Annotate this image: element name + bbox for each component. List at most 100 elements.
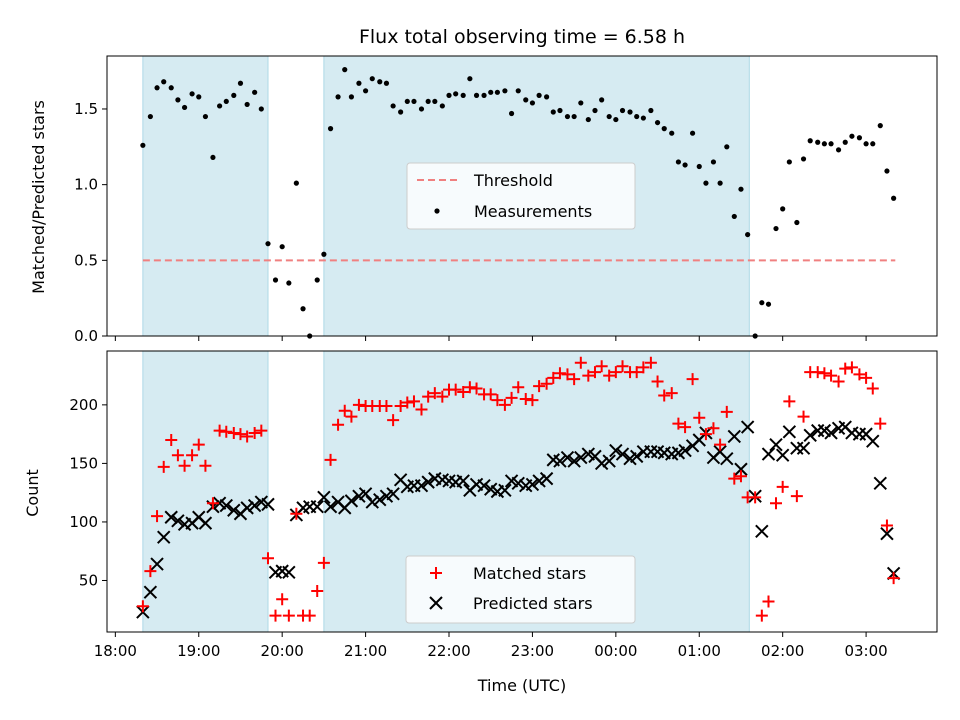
measurement-point-22 [293, 180, 299, 186]
predicted-star-point-25 [310, 500, 324, 514]
matched-star-point-46 [457, 385, 470, 398]
measurement-point-65 [592, 107, 598, 114]
measurement-point-32 [362, 88, 369, 94]
matched-star-point-10 [206, 497, 219, 510]
matched-star-point-54 [512, 381, 525, 394]
matched-star-point-64 [582, 369, 595, 382]
matched-star-point-108 [887, 572, 900, 585]
predicted-star-point-41 [421, 475, 435, 489]
measurement-point-60 [557, 107, 563, 114]
matched-star-point-105 [866, 382, 879, 395]
measurement-point-28 [335, 94, 341, 100]
matched-star-point-51 [491, 394, 504, 407]
matched-star-point-29 [338, 404, 351, 417]
matched-star-point-9 [199, 459, 212, 472]
predicted-star-point-105 [866, 434, 880, 448]
measurement-point-42 [432, 98, 438, 105]
measurement-point-66 [599, 97, 605, 103]
matched-stars-layer [136, 356, 900, 622]
measurement-point-43 [439, 103, 445, 109]
measurement-point-108 [891, 195, 897, 201]
matched-star-point-55 [519, 393, 532, 406]
measurement-point-64 [585, 116, 591, 123]
matched-star-point-27 [324, 453, 337, 466]
matched-star-point-21 [282, 609, 295, 622]
matched-star-point-66 [595, 360, 608, 373]
top-legend-box [406, 162, 636, 230]
measurement-point-89 [759, 300, 765, 306]
measurement-point-55 [523, 97, 529, 103]
predicted-star-point-63 [574, 450, 588, 465]
matched-star-point-92 [776, 480, 789, 493]
top-y-tick-label-2: 1.0 [74, 176, 98, 194]
legend-threshold-label: Threshold [473, 171, 553, 190]
measurement-point-25 [314, 277, 320, 283]
predicted-star-point-66 [594, 456, 609, 471]
measurements-layer [140, 67, 897, 339]
legend-measurements-label: Measurements [474, 202, 592, 221]
predicted-star-point-12 [219, 498, 233, 513]
measurement-point-3 [161, 79, 167, 85]
matched-star-point-60 [553, 367, 566, 380]
measurement-point-1 [147, 113, 153, 120]
measurement-point-77 [675, 159, 682, 165]
predicted-star-point-90 [761, 447, 776, 461]
top-y-tick-label-0: 0.0 [74, 327, 98, 345]
predicted-star-point-49 [477, 478, 491, 493]
matched-star-point-36 [387, 414, 400, 427]
bottom-x-tick-label-6: 00:00 [594, 642, 637, 660]
measurement-point-10 [210, 154, 216, 161]
measurement-point-44 [446, 92, 452, 98]
measurement-point-13 [231, 92, 237, 98]
matched-star-point-56 [526, 394, 539, 407]
predicted-star-point-96 [803, 428, 817, 443]
top-y-tick-label-3: 1.5 [74, 100, 98, 118]
predicted-star-point-54 [511, 476, 525, 491]
measurement-point-39 [411, 98, 417, 105]
predicted-star-point-52 [498, 483, 512, 498]
measurement-point-80 [696, 163, 702, 170]
bottom-x-tick-label-1: 19:00 [177, 642, 220, 660]
measurement-point-4 [168, 85, 174, 91]
predicted-star-point-18 [261, 497, 275, 512]
predicted-star-point-67 [602, 454, 616, 468]
matched-star-point-52 [498, 398, 511, 411]
bottom-y-tick-label-0: 50 [79, 571, 98, 589]
predicted-star-point-16 [247, 498, 262, 513]
predicted-star-point-1 [143, 585, 158, 599]
matched-star-point-107 [880, 519, 893, 532]
matched-star-point-62 [568, 373, 581, 386]
predicted-star-point-89 [755, 524, 769, 539]
measurement-point-11 [217, 103, 223, 109]
measurement-point-70 [627, 109, 633, 115]
measurement-point-85 [731, 213, 737, 220]
measurement-point-73 [648, 107, 654, 114]
measurement-point-68 [613, 116, 619, 123]
matched-star-point-76 [665, 387, 678, 400]
top-panel: 0.0 0.5 1.0 1.5 Matched/Predicted stars Thr… [29, 55, 938, 345]
measurement-point-47 [467, 76, 473, 82]
measurement-point-18 [265, 241, 271, 247]
matched-star-point-12 [220, 425, 233, 438]
bottom-x-tick-label-3: 21:00 [344, 642, 387, 660]
bottom-x-tick-label-7: 01:00 [678, 642, 721, 660]
measurement-point-95 [800, 156, 807, 162]
predicted-star-point-71 [629, 449, 644, 464]
matched-star-point-0 [136, 600, 149, 613]
matched-star-point-15 [241, 430, 254, 443]
measurement-point-27 [327, 126, 334, 132]
matched-star-point-7 [186, 449, 199, 462]
matched-star-point-80 [693, 411, 706, 424]
predicted-star-point-86 [734, 462, 748, 476]
legend-matched-swatch [430, 567, 442, 579]
matched-star-point-5 [171, 449, 184, 462]
measurement-point-87 [745, 231, 751, 238]
bottom-x-tick-label-9: 03:00 [844, 642, 887, 660]
measurement-point-59 [550, 109, 556, 115]
predicted-star-point-33 [365, 495, 379, 509]
matched-star-point-20 [276, 593, 289, 606]
measurement-point-79 [689, 130, 696, 136]
predicted-star-point-62 [567, 454, 581, 468]
matched-star-point-28 [332, 418, 345, 431]
matched-star-point-86 [734, 470, 747, 483]
